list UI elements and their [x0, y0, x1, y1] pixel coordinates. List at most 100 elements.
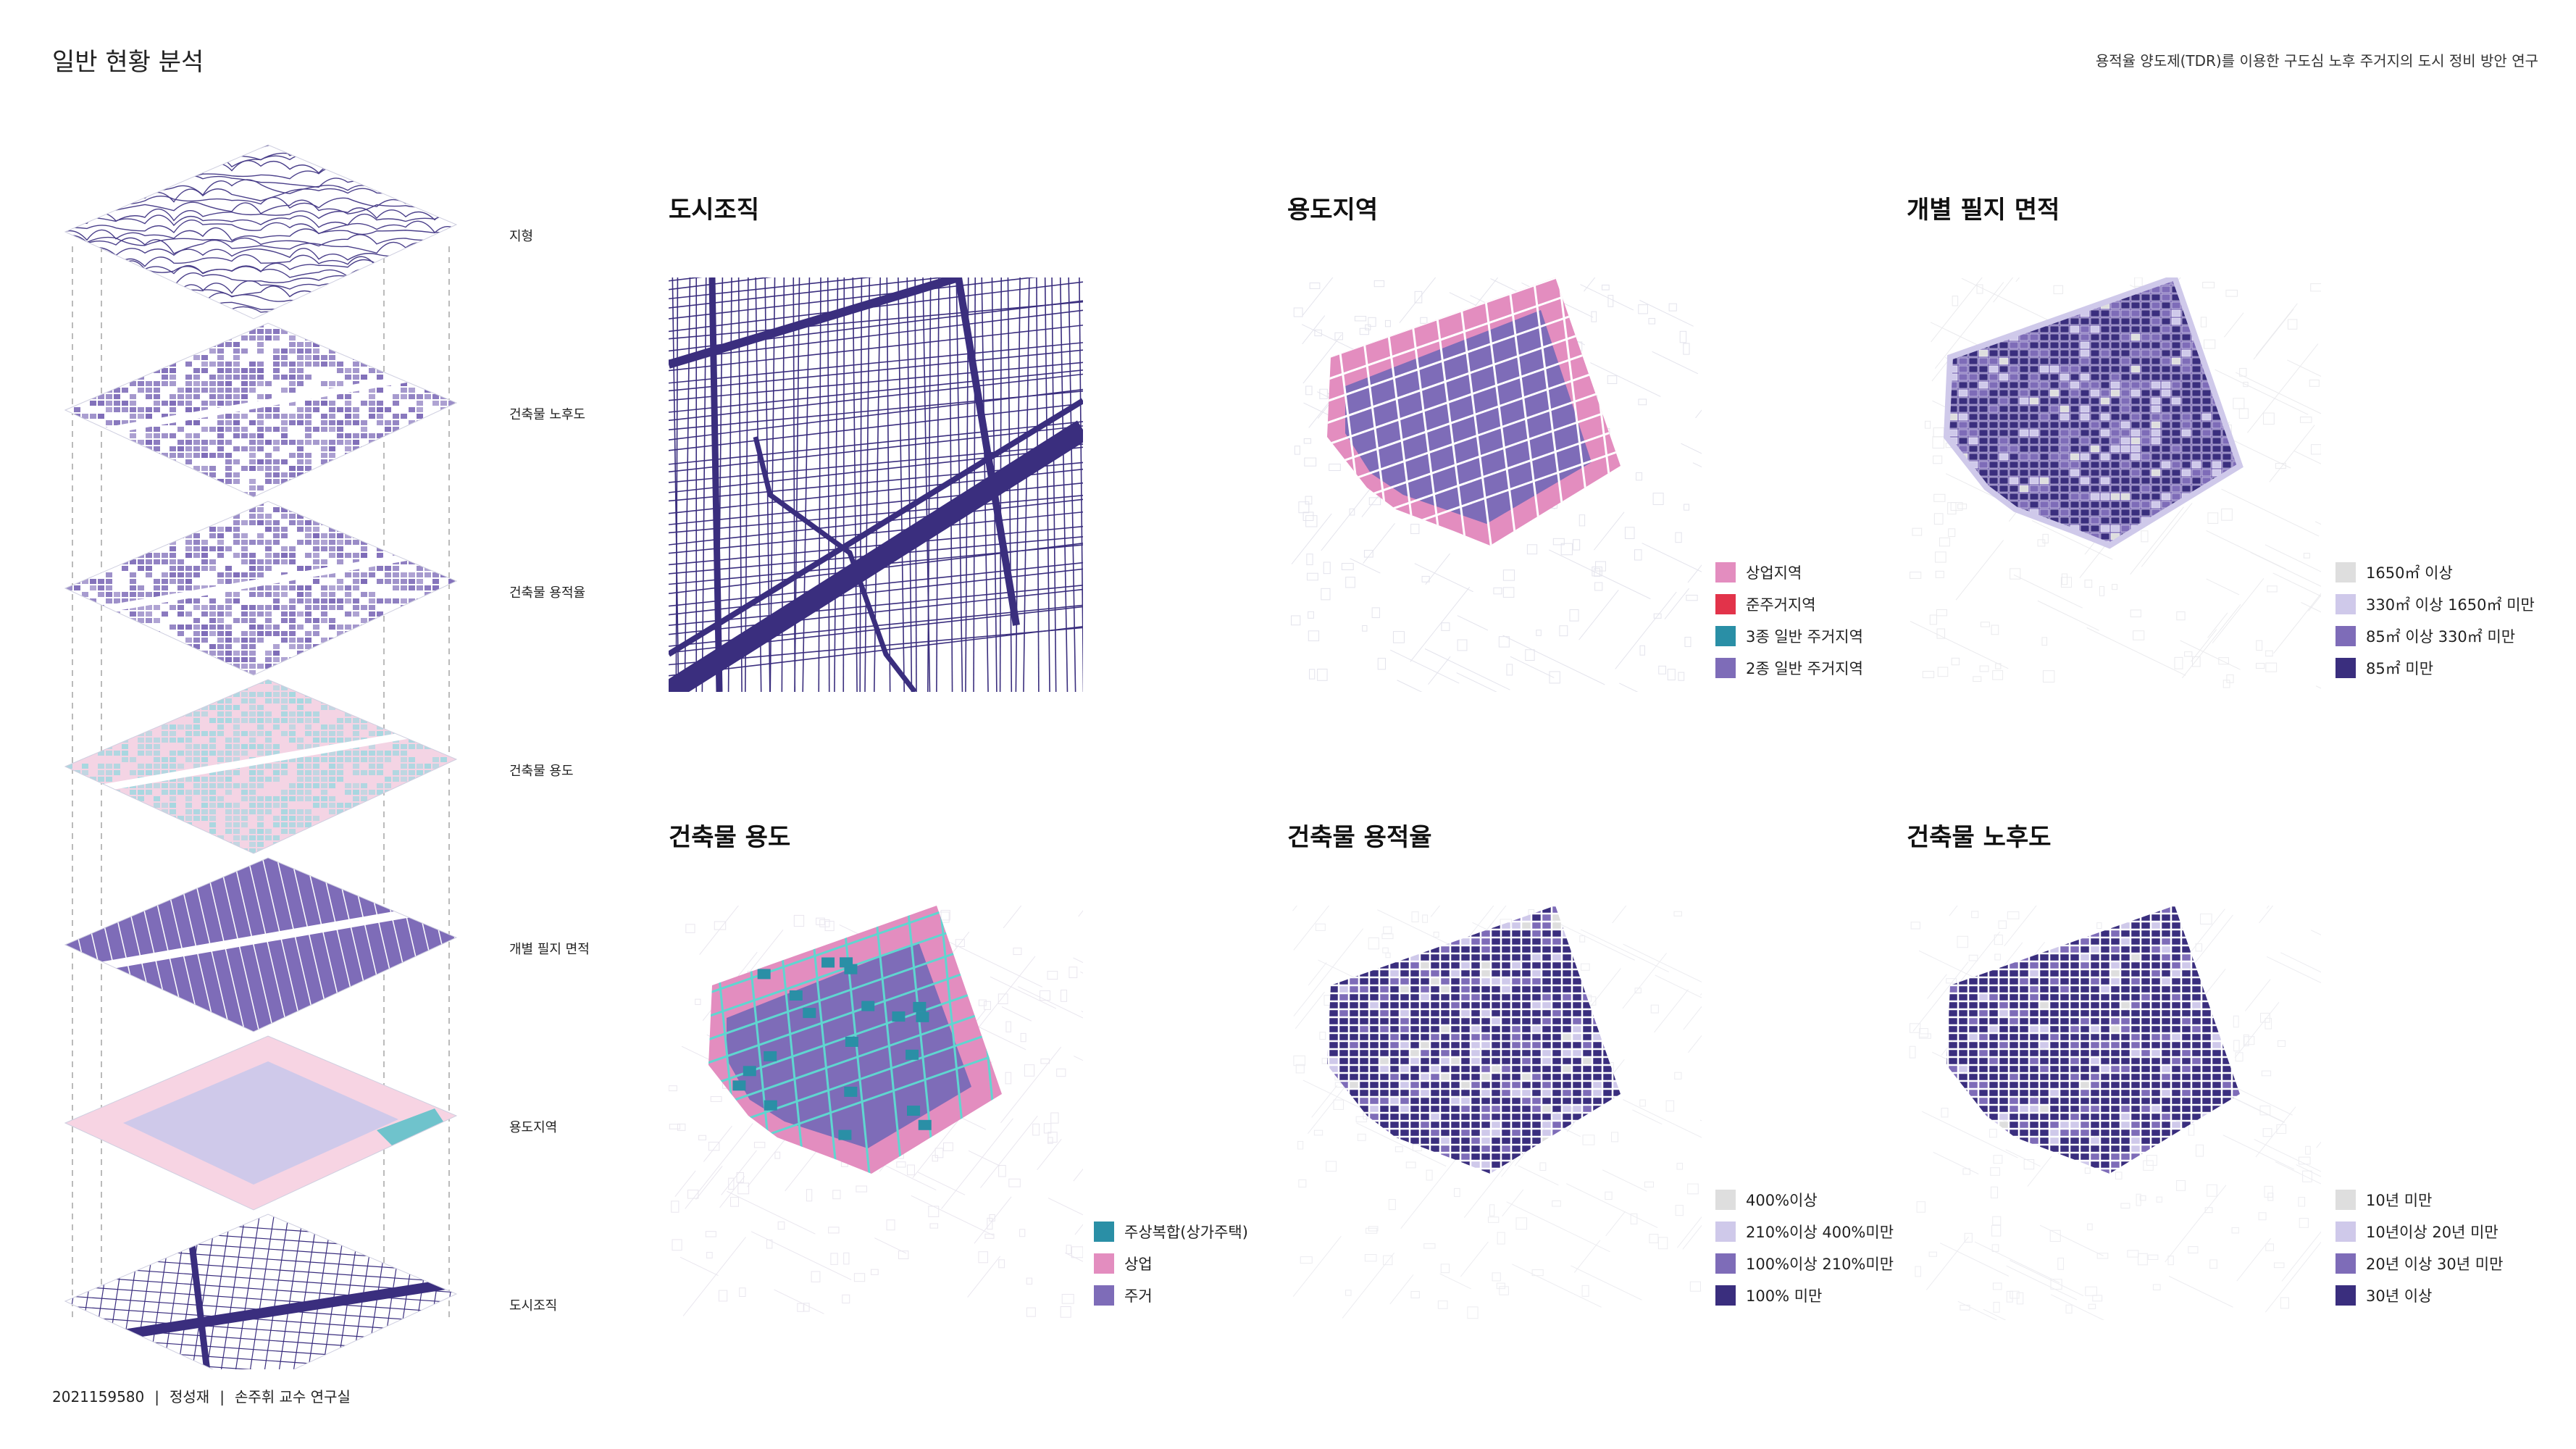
legend-swatch	[1094, 1285, 1114, 1306]
legend-item: 상업	[1094, 1248, 1248, 1279]
stack-layer-3	[64, 679, 458, 854]
stack-layer-6	[64, 1214, 458, 1369]
legend-swatch	[2335, 1190, 2356, 1210]
legend-item: 100%이상 210%미만	[1715, 1248, 1894, 1279]
legend-label: 1650㎡ 이상	[2366, 564, 2453, 582]
legend-item: 3종 일반 주거지역	[1715, 620, 1863, 652]
lot-blocks	[1946, 277, 2240, 546]
legend-swatch	[1715, 658, 1736, 678]
legend-label: 주거	[1124, 1287, 1153, 1305]
legend-zoning: 상업지역 준주거지역 3종 일반 주거지역 2종 일반 주거지역	[1715, 556, 1863, 684]
legend-item: 10년이상 20년 미만	[2335, 1216, 2503, 1248]
legend-item: 20년 이상 30년 미만	[2335, 1248, 2503, 1279]
legend-item: 85㎡ 이상 330㎡ 미만	[2335, 620, 2535, 652]
legend-swatch	[1715, 594, 1736, 614]
student-id: 2021159580	[52, 1388, 145, 1406]
student-name: 정성재	[170, 1388, 210, 1406]
legend-label: 100%이상 210%미만	[1746, 1256, 1894, 1273]
legend-swatch	[2335, 1285, 2356, 1306]
legend-swatch	[1715, 1222, 1736, 1242]
panel-title-zoning: 용도지역	[1287, 196, 1379, 225]
legend-label: 10년이상 20년 미만	[2366, 1224, 2498, 1241]
legend-swatch	[2335, 594, 2356, 614]
lab-name: 손주휘 교수 연구실	[234, 1388, 351, 1406]
building-use-map-graphic	[669, 906, 1083, 1318]
legend-item: 2종 일반 주거지역	[1715, 652, 1863, 684]
footer-separator: |	[154, 1388, 159, 1406]
stack-layer-1	[64, 322, 458, 498]
legend-building-far: 400%이상 210%이상 400%미만 100%이상 210%미만 100% …	[1715, 1184, 1894, 1311]
legend-label: 20년 이상 30년 미만	[2366, 1256, 2504, 1273]
legend-swatch	[2335, 658, 2356, 678]
stack-layer-0	[64, 144, 458, 320]
legend-swatch	[2335, 626, 2356, 646]
layer-stack-graphic	[64, 144, 458, 1369]
map-zoning	[1287, 277, 1702, 692]
age-blocks	[1946, 906, 2240, 1174]
exploded-layer-stack	[58, 123, 478, 1369]
legend-label: 준주거지역	[1746, 596, 1816, 614]
map-urban-fabric	[669, 277, 1083, 692]
panel-title-urban-fabric: 도시조직	[669, 196, 760, 225]
panel-title-building-far: 건축물 용적율	[1287, 823, 1432, 852]
legend-label: 85㎡ 미만	[2366, 660, 2434, 677]
legend-label: 상업	[1124, 1256, 1153, 1273]
layer-label-building-age: 건축물 노후도	[509, 407, 586, 422]
legend-label: 3종 일반 주거지역	[1746, 628, 1863, 646]
legend-label: 85㎡ 이상 330㎡ 미만	[2366, 628, 2516, 646]
legend-item: 주거	[1094, 1279, 1248, 1311]
zoning-map-graphic	[1291, 277, 1702, 692]
stack-layer-4	[64, 857, 458, 1032]
legend-label: 10년 미만	[2366, 1192, 2433, 1209]
legend-label: 100% 미만	[1746, 1287, 1823, 1305]
panel-title-building-age: 건축물 노후도	[1907, 823, 2052, 852]
map-building-far	[1287, 906, 1702, 1320]
legend-label: 2종 일반 주거지역	[1746, 660, 1863, 677]
stack-layer-2	[64, 501, 458, 676]
street-lines	[669, 277, 1083, 692]
building-far-map-graphic	[1292, 906, 1702, 1319]
building-age-map-graphic	[1909, 906, 2321, 1320]
legend-item: 400%이상	[1715, 1184, 1894, 1216]
legend-swatch	[1715, 1285, 1736, 1306]
legend-label: 400%이상	[1746, 1192, 1818, 1209]
legend-item: 210%이상 400%미만	[1715, 1216, 1894, 1248]
project-title: 용적율 양도제(TDR)를 이용한 구도심 노후 주거지의 도시 정비 방안 연…	[2095, 52, 2538, 70]
panel-title-building-use: 건축물 용도	[669, 823, 791, 852]
lot-area-map-graphic	[1910, 277, 2321, 689]
site-boundary	[1943, 277, 2243, 549]
legend-item: 10년 미만	[2335, 1184, 2503, 1216]
legend-swatch	[2335, 562, 2356, 582]
layer-label-terrain: 지형	[509, 229, 534, 244]
panel-title-lot-area: 개별 필지 면적	[1907, 196, 2060, 225]
layer-label-building-far: 건축물 용적율	[509, 585, 586, 601]
map-building-use	[669, 906, 1083, 1320]
legend-item: 100% 미만	[1715, 1279, 1894, 1311]
layer-label-building-use: 건축물 용도	[509, 764, 574, 779]
far-blocks	[1327, 906, 1621, 1174]
map-building-age	[1907, 906, 2321, 1320]
legend-building-use: 주상복합(상가주택) 상업 주거	[1094, 1216, 1248, 1311]
legend-item: 30년 이상	[2335, 1279, 2503, 1311]
legend-swatch	[1715, 1190, 1736, 1210]
legend-swatch	[1094, 1253, 1114, 1274]
footer-separator: |	[219, 1388, 225, 1406]
legend-item: 주상복합(상가주택)	[1094, 1216, 1248, 1248]
legend-swatch	[2335, 1222, 2356, 1242]
legend-label: 330㎡ 이상 1650㎡ 미만	[2366, 596, 2535, 614]
legend-label: 상업지역	[1746, 564, 1802, 582]
legend-swatch	[1715, 1253, 1736, 1274]
legend-item: 준주거지역	[1715, 588, 1863, 620]
legend-building-age: 10년 미만 10년이상 20년 미만 20년 이상 30년 미만 30년 이상	[2335, 1184, 2503, 1311]
legend-label: 30년 이상	[2366, 1287, 2433, 1305]
legend-item: 상업지역	[1715, 556, 1863, 588]
legend-swatch	[2335, 1253, 2356, 1274]
page-title: 일반 현황 분석	[52, 48, 204, 77]
footer-credits: 2021159580 | 정성재 | 손주휘 교수 연구실	[52, 1385, 351, 1406]
map-lot-area	[1907, 277, 2321, 692]
legend-label: 210%이상 400%미만	[1746, 1224, 1894, 1241]
stack-layer-5	[64, 1035, 458, 1211]
layer-label-zoning: 용도지역	[509, 1120, 558, 1135]
legend-swatch	[1715, 626, 1736, 646]
layer-label-lot-area: 개별 필지 면적	[509, 942, 590, 957]
